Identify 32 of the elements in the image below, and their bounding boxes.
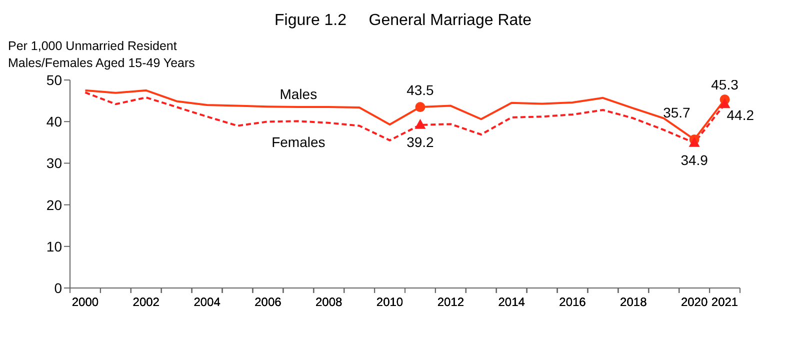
x-tick-label: 2000	[72, 295, 99, 309]
y-tick-label: 20	[46, 196, 62, 213]
point	[719, 98, 730, 108]
y-axis-title: Per 1,000 Unmarried Resident Males/Females Aged 15-49 Years	[8, 38, 195, 72]
x-tick-label: 2014	[498, 295, 526, 309]
y-tick-label: 50	[46, 72, 62, 88]
x-tick-label: 2016	[559, 295, 586, 309]
point	[414, 118, 426, 129]
data-label: 45.3	[711, 76, 739, 93]
data-label: 44.2	[726, 107, 754, 124]
x-tick-label: 2004	[194, 295, 221, 309]
y-tick-label: 30	[46, 155, 62, 172]
y-tick-label: 40	[46, 114, 62, 130]
series-label: Females	[272, 134, 326, 150]
point	[415, 102, 426, 112]
y-tick-label: 10	[46, 238, 62, 254]
x-tick-label: 2010	[376, 295, 404, 309]
data-label: 35.7	[663, 104, 691, 120]
data-label: 39.2	[406, 134, 434, 150]
x-tick-label: 2008	[316, 295, 343, 309]
x-tick-label: 2020	[680, 295, 708, 309]
data-label: 43.5	[406, 82, 434, 98]
x-tick-label: 2002	[132, 295, 160, 309]
point	[688, 136, 700, 147]
series-label: Males	[280, 86, 318, 102]
x-tick-label: 2018	[620, 295, 648, 309]
x-tick-label: 2006	[254, 295, 282, 309]
chart-title: Figure 1.2 General Marriage Rate	[273, 12, 532, 30]
y-tick-label: 0	[54, 280, 62, 296]
x-tick-label: 2012	[437, 295, 464, 309]
x-tick-label: 2021	[711, 295, 738, 309]
data-label: 34.9	[680, 152, 708, 168]
